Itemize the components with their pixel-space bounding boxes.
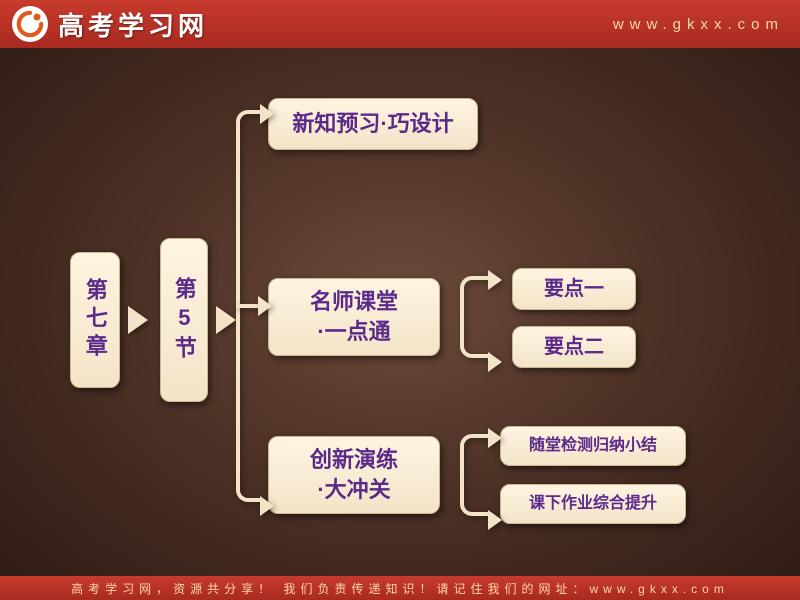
header-bar: 高考学习网 www.gkxx.com (0, 0, 800, 48)
arrow-icon (216, 306, 236, 334)
arrow-icon (128, 306, 148, 334)
logo-icon (12, 6, 48, 42)
footer-text: 高考学习网，资源共分享！ 我们负责传递知识！请记住我们的网址：www.gkxx.… (71, 580, 729, 597)
node-n4a: 要点一 (512, 268, 636, 310)
site-name: 高考学习网 (58, 6, 208, 43)
node-n1: 第七章 (70, 252, 120, 388)
node-n4d: 课下作业综合提升 (500, 484, 686, 524)
node-n3b: 名师课堂 ·一点通 (268, 278, 440, 356)
node-n3c: 创新演练 ·大冲关 (268, 436, 440, 514)
connector-line (236, 304, 258, 308)
diagram-stage: 第七章第5节 新知预习·巧设计名师课堂 ·一点通创新演练 ·大冲关 要点一要点二随堂… (0, 48, 800, 576)
node-n4b: 要点二 (512, 326, 636, 368)
bracket-connector (460, 434, 488, 516)
header-url: www.gkxx.com (613, 16, 784, 33)
footer-bar: 高考学习网，资源共分享！ 我们负责传递知识！请记住我们的网址：www.gkxx.… (0, 576, 800, 600)
node-n3a: 新知预习·巧设计 (268, 98, 478, 150)
arrow-icon (258, 296, 272, 316)
bracket-connector (460, 276, 488, 358)
node-n4c: 随堂检测归纳小结 (500, 426, 686, 466)
node-n2: 第5节 (160, 238, 208, 402)
